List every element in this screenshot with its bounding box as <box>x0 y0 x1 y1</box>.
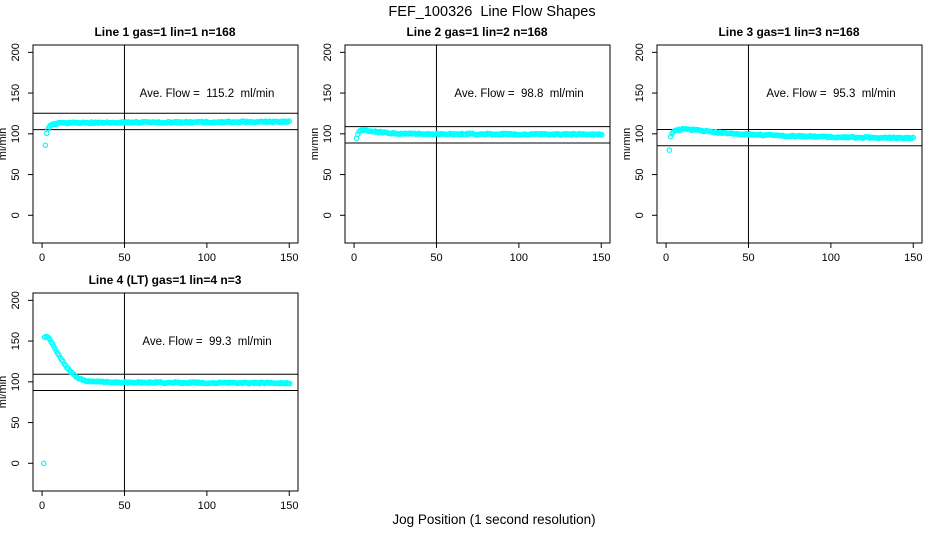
plot-area-2: 0 50 100 150 0 50 100 150 200 ml/min <box>624 43 923 264</box>
data-point <box>58 357 65 363</box>
y-axis-label: ml/min <box>0 128 9 160</box>
y-tick-label: 100 <box>10 373 22 391</box>
y-tick-label: 200 <box>634 43 646 61</box>
data-point <box>56 352 62 359</box>
x-tick-label: 50 <box>118 500 130 512</box>
panel-line-1: Line 1 gas=1 lin=1 n=168 Ave. Flow = 115… <box>0 22 312 270</box>
x-tick-label: 0 <box>39 500 45 512</box>
figure-title: FEF_100326 Line Flow Shapes <box>388 4 596 20</box>
x-tick-label: 150 <box>280 252 298 264</box>
panel-line-2: Line 2 gas=1 lin=2 n=168 Ave. Flow = 98.… <box>312 22 624 270</box>
data-point <box>910 134 917 141</box>
plot-box <box>344 44 611 244</box>
y-axis-label: ml/min <box>624 128 633 160</box>
y-tick-label: 50 <box>322 168 334 180</box>
data-point <box>598 131 605 138</box>
y-tick-label: 50 <box>10 168 22 180</box>
x-tick-label: 100 <box>510 252 528 264</box>
data-point <box>60 358 66 364</box>
y-tick-label: 200 <box>322 43 334 61</box>
panel-title: Line 2 gas=1 lin=2 n=168 <box>406 25 547 39</box>
x-tick-label: 50 <box>118 252 130 264</box>
y-tick-label: 0 <box>10 460 22 466</box>
y-tick-label: 50 <box>10 416 22 428</box>
data-point <box>61 361 68 367</box>
data-point <box>42 142 49 149</box>
panel-title: Line 3 gas=1 lin=3 n=168 <box>718 25 859 39</box>
x-tick-label: 0 <box>39 252 45 264</box>
y-tick-label: 150 <box>10 84 22 102</box>
x-tick-label: 150 <box>280 500 298 512</box>
y-tick-label: 150 <box>322 84 334 102</box>
panel-line-3: Line 3 gas=1 lin=3 n=168 Ave. Flow = 95.… <box>624 22 936 270</box>
data-point <box>286 380 293 387</box>
panel-title: Line 4 (LT) gas=1 lin=4 n=3 <box>89 273 242 287</box>
y-tick-label: 150 <box>10 332 22 350</box>
x-tick-label: 150 <box>904 252 922 264</box>
y-tick-label: 100 <box>322 125 334 143</box>
plot-box <box>656 44 923 244</box>
plot-area-0: 0 50 100 150 0 50 100 150 200 ml/min <box>0 43 299 264</box>
y-tick-label: 150 <box>634 84 646 102</box>
y-axis-label: ml/min <box>0 376 9 408</box>
avg-flow-annotation: Ave. Flow = 99.3 ml/min <box>142 336 271 348</box>
data-point <box>667 133 674 140</box>
plot-area-1: 0 50 100 150 0 50 100 150 200 ml/min <box>312 43 611 264</box>
plot-svg-0: Line 1 gas=1 lin=1 n=168 Ave. Flow = 115… <box>0 25 299 264</box>
data-point <box>47 336 53 343</box>
x-axis-label: Jog Position (1 second resolution) <box>392 512 596 527</box>
y-tick-label: 200 <box>10 291 22 309</box>
data-point <box>666 147 673 153</box>
panel-title: Line 1 gas=1 lin=1 n=168 <box>94 25 235 39</box>
avg-flow-annotation: Ave. Flow = 95.3 ml/min <box>766 88 895 100</box>
plot-area-3: 0 50 100 150 0 50 100 150 200 ml/min <box>0 291 299 512</box>
y-tick-label: 0 <box>322 212 334 218</box>
avg-flow-annotation: Ave. Flow = 115.2 ml/min <box>140 88 275 100</box>
plot-box <box>32 44 299 244</box>
x-tick-label: 0 <box>663 252 669 264</box>
data-point <box>286 118 293 124</box>
plot-svg-3: Line 4 (LT) gas=1 lin=4 n=3 Ave. Flow = … <box>0 273 299 512</box>
x-tick-label: 100 <box>198 252 216 264</box>
plot-svg-2: Line 3 gas=1 lin=3 n=168 Ave. Flow = 95.… <box>624 25 923 264</box>
data-point <box>40 460 47 467</box>
y-tick-label: 0 <box>634 212 646 218</box>
y-tick-label: 100 <box>634 125 646 143</box>
x-tick-label: 50 <box>430 252 442 264</box>
x-tick-label: 100 <box>822 252 840 264</box>
plot-svg-1: Line 2 gas=1 lin=2 n=168 Ave. Flow = 98.… <box>312 25 611 264</box>
avg-flow-annotation: Ave. Flow = 98.8 ml/min <box>454 88 583 100</box>
y-axis-label: ml/min <box>312 128 321 160</box>
y-tick-label: 200 <box>10 43 22 61</box>
plot-box <box>32 292 299 492</box>
y-tick-label: 100 <box>10 125 22 143</box>
y-tick-label: 50 <box>634 168 646 180</box>
x-tick-label: 100 <box>198 500 216 512</box>
x-tick-label: 50 <box>742 252 754 264</box>
x-tick-label: 150 <box>592 252 610 264</box>
panel-line-4: Line 4 (LT) gas=1 lin=4 n=3 Ave. Flow = … <box>0 270 312 518</box>
y-tick-label: 0 <box>10 212 22 218</box>
x-tick-label: 0 <box>351 252 357 264</box>
